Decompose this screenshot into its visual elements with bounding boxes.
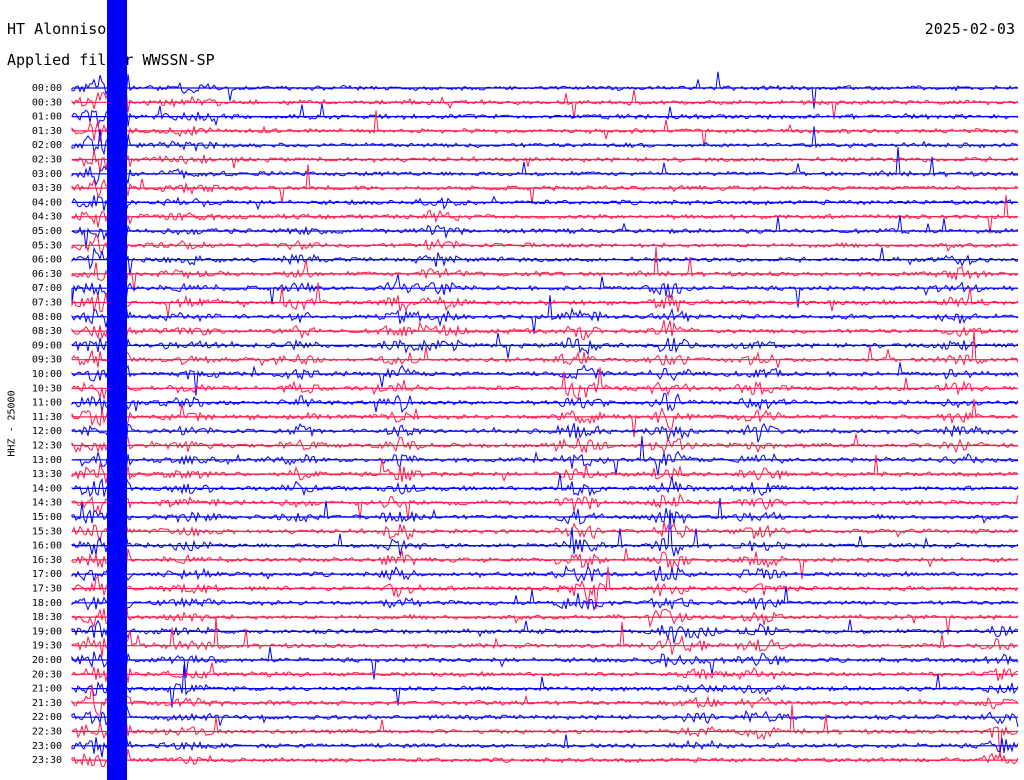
tick-label: 01:30 — [32, 126, 62, 137]
tick-label: 11:30 — [32, 412, 62, 423]
tick-label: 09:00 — [32, 340, 62, 351]
tick-label: 20:30 — [32, 669, 62, 680]
tick-label: 22:00 — [32, 712, 62, 723]
tick-label: 14:00 — [32, 483, 62, 494]
tick-label: 10:00 — [32, 369, 62, 380]
tick-label: 18:30 — [32, 612, 62, 623]
trace-group — [71, 0, 1019, 780]
tick-label: 17:30 — [32, 584, 62, 595]
tick-label: 02:00 — [32, 140, 62, 151]
saturated-trace-band — [107, 0, 127, 780]
trace-line — [71, 233, 1019, 262]
tick-label: 12:00 — [32, 426, 62, 437]
trace-line — [71, 664, 1019, 708]
trace-line — [71, 704, 1019, 758]
tick-label: 20:00 — [32, 655, 62, 666]
trace-line — [71, 215, 1019, 254]
trace-line — [71, 247, 1019, 293]
tick-label: 08:30 — [32, 326, 62, 337]
trace-line — [71, 195, 1019, 234]
tick-label: 02:30 — [32, 155, 62, 166]
tick-label: 01:00 — [32, 112, 62, 123]
tick-label: 18:00 — [32, 598, 62, 609]
trace-line — [71, 748, 1019, 768]
trace-line — [71, 586, 1019, 612]
date-label: 2025-02-03 — [924, 20, 1015, 38]
trace-line — [71, 100, 1019, 147]
tick-label: 17:00 — [32, 569, 62, 580]
trace-line — [71, 295, 1019, 334]
tick-label: 09:30 — [32, 355, 62, 366]
tick-label: 21:30 — [32, 698, 62, 709]
trace-line — [71, 734, 1019, 771]
trace-line — [71, 445, 1019, 487]
tick-label: 19:00 — [32, 626, 62, 637]
trace-line — [71, 126, 1019, 174]
tick-label: 16:00 — [32, 541, 62, 552]
tick-label: 11:00 — [32, 398, 62, 409]
tick-label: 15:00 — [32, 512, 62, 523]
tick-label: 21:00 — [32, 684, 62, 695]
tick-label: 14:30 — [32, 498, 62, 509]
tick-label: 05:00 — [32, 226, 62, 237]
trace-line — [71, 164, 1019, 205]
trace-line — [71, 600, 1019, 635]
trace-line — [71, 71, 1019, 110]
tick-label: 04:30 — [32, 212, 62, 223]
trace-line — [71, 282, 1019, 318]
trace-line — [71, 332, 1019, 363]
tick-label: 07:30 — [32, 298, 62, 309]
trace-line — [71, 141, 1019, 173]
tick-label: 00:00 — [32, 83, 62, 94]
tick-label: 22:30 — [32, 727, 62, 738]
tick-label: 15:30 — [32, 526, 62, 537]
tick-label: 08:00 — [32, 312, 62, 323]
tick-label: 16:30 — [32, 555, 62, 566]
trace-line — [71, 619, 1019, 653]
tick-label: 03:00 — [32, 169, 62, 180]
trace-line — [71, 330, 1019, 368]
tick-label: 03:30 — [32, 183, 62, 194]
tick-label: 05:30 — [32, 240, 62, 251]
trace-line — [71, 486, 1019, 520]
trace-line — [71, 429, 1019, 456]
trace-line — [71, 521, 1019, 547]
tick-label: 06:00 — [32, 255, 62, 266]
tick-label: 23:00 — [32, 741, 62, 752]
tick-label: 10:30 — [32, 383, 62, 394]
tick-label: 23:30 — [32, 755, 62, 766]
station-title: HT Alonniso: — [7, 20, 116, 38]
trace-line — [71, 498, 1019, 541]
tick-label: 06:30 — [32, 269, 62, 280]
tick-label-group: 00:00 00:30 01:00 01:30 02:00 02:30 03:00 03:30… — [32, 83, 62, 766]
tick-label: 13:00 — [32, 455, 62, 466]
trace-line — [71, 473, 1019, 501]
tick-label: 00:30 — [32, 97, 62, 108]
trace-line — [71, 192, 1019, 213]
trace-line — [71, 617, 1019, 657]
trace-line — [71, 146, 1019, 189]
tick-label: 13:30 — [32, 469, 62, 480]
tick-label: 12:30 — [32, 441, 62, 452]
tick-label: 04:00 — [32, 197, 62, 208]
tick-label: 07:00 — [32, 283, 62, 294]
trace-line — [71, 659, 1019, 699]
tick-label: 19:30 — [32, 641, 62, 652]
